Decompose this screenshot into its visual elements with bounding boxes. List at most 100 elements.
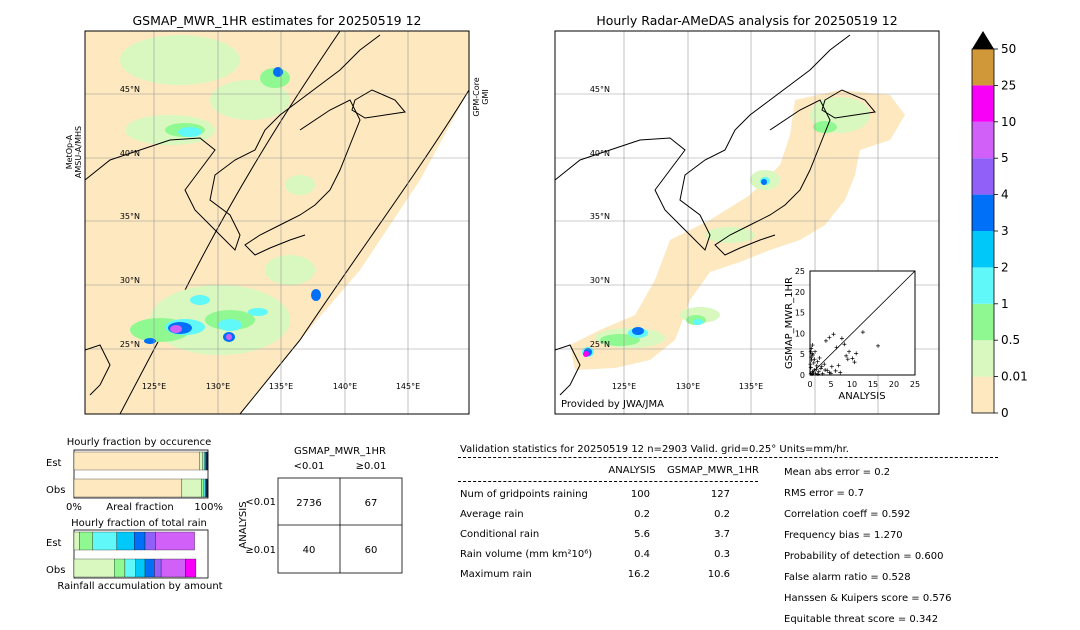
- lat-label: 35°N: [120, 212, 140, 221]
- rain-row-label: Obs: [46, 565, 65, 576]
- occ-row-label: Obs: [46, 485, 65, 496]
- colorbar-extend-arrow: [972, 31, 994, 49]
- validation-gsmap-value: 127: [680, 489, 730, 500]
- rain-fraction-bar-segment: [114, 559, 125, 577]
- contingency-row-header: ≥0.01: [245, 545, 276, 556]
- rain-fraction-bar-segment: [136, 559, 145, 577]
- validation-col-analysis: ANALYSIS: [600, 465, 664, 476]
- lon-label: 145°E: [396, 382, 420, 391]
- lat-label: 30°N: [120, 276, 140, 285]
- scatter-ytick: 10: [795, 329, 805, 338]
- contingency-title: GSMAP_MWR_1HR: [278, 446, 402, 457]
- colorbar-tick-label: 0.5: [1001, 333, 1020, 347]
- score-line: Equitable threat score = 0.342: [784, 609, 1004, 630]
- lon-label: 130°E: [206, 382, 230, 391]
- contingency-cell: 40: [303, 545, 316, 556]
- scatter-xlabel: ANALYSIS: [838, 391, 885, 402]
- scatter-xtick: 5: [828, 380, 833, 389]
- rain-fraction-bar-segment: [74, 559, 114, 577]
- lat-label: 45°N: [590, 85, 610, 94]
- rain-row-label: Est: [46, 538, 62, 549]
- colorbar-segment: [972, 267, 994, 303]
- colorbar-segment: [972, 231, 994, 267]
- rain-fraction-bar-segment: [117, 532, 134, 550]
- colorbar-tick-label: 5: [1001, 151, 1009, 165]
- colorbar-segment: [972, 340, 994, 376]
- rain-xlabel: Rainfall accumulation by amount: [57, 581, 222, 592]
- rain-fraction-bar-segment: [154, 559, 161, 577]
- occ-row-label: Est: [46, 458, 62, 469]
- validation-row-label: Num of gridpoints raining: [460, 489, 588, 500]
- colorbar-tick-label: 10: [1001, 115, 1016, 129]
- validation-row-label: Conditional rain: [460, 529, 539, 540]
- score-line: RMS error = 0.7: [784, 483, 1004, 504]
- scatter-ylabel: GSMAP_MWR_1HR: [784, 277, 795, 369]
- rain-fraction-bar-segment: [156, 532, 195, 550]
- occurrence-bar-segment: [74, 479, 182, 497]
- rain-fraction-chart: Est Obs Rainfall accumulation by amount: [40, 528, 240, 598]
- score-line: Frequency bias = 1.270: [784, 525, 1004, 546]
- occurrence-bar-segment: [201, 479, 204, 497]
- contingency-cell: 60: [365, 545, 378, 556]
- rain-fraction-bar-segment: [93, 532, 117, 550]
- scatter-ytick: 5: [800, 350, 805, 359]
- colorbar-tick-label: 4: [1001, 188, 1009, 202]
- scatter-ytick: 25: [795, 267, 805, 276]
- score-line: Correlation coeff = 0.592: [784, 504, 1004, 525]
- lon-label: 130°E: [676, 382, 700, 391]
- validation-row: Rain volume (mm km²10⁶) 0.4 0.3: [460, 549, 760, 560]
- validation-col-divider: [458, 481, 758, 482]
- contingency-table: 2736 67 40 60 <0.01 ≥0.01 ANALYSIS: [230, 475, 410, 580]
- colorbar-segment: [972, 49, 994, 85]
- validation-analysis-value: 0.2: [600, 509, 650, 520]
- occ-xtick: 100%: [194, 502, 223, 513]
- swath-label-left: AMSU-A/MHS: [74, 126, 83, 178]
- occurrence-bar-segment: [182, 479, 201, 497]
- lon-label: 125°E: [142, 382, 166, 391]
- rain-fraction-bar-segment: [145, 559, 154, 577]
- validation-col-gsmap: GSMAP_MWR_1HR: [664, 465, 762, 476]
- swath-label-right: GPM-Core: [472, 77, 481, 116]
- contingency-cell: 67: [365, 498, 378, 509]
- colorbar-tick-label: 50: [1001, 42, 1016, 56]
- validation-gsmap-value: 10.6: [680, 569, 730, 580]
- lat-label: 35°N: [590, 212, 610, 221]
- validation-gsmap-value: 0.2: [680, 509, 730, 520]
- colorbar-segment: [972, 158, 994, 194]
- score-line: Mean abs error = 0.2: [784, 462, 1004, 483]
- occ-xlabel: Areal fraction: [106, 502, 173, 513]
- lat-label: 25°N: [590, 340, 610, 349]
- validation-row-label: Average rain: [460, 509, 524, 520]
- validation-row-label: Rain volume (mm km²10⁶): [460, 549, 592, 560]
- colorbar-tick-label: 2: [1001, 260, 1009, 274]
- lon-label: 135°E: [269, 382, 293, 391]
- rain-fraction-bar-segment: [145, 532, 156, 550]
- validation-analysis-value: 100: [600, 489, 650, 500]
- lon-label: 140°E: [333, 382, 357, 391]
- scatter-xtick: 25: [910, 380, 920, 389]
- rain-fraction-bar-segment: [134, 532, 145, 550]
- occurrence-bar-segment: [203, 452, 205, 470]
- validation-row: Conditional rain 5.6 3.7: [460, 529, 760, 540]
- swath-label-right: GMI: [481, 89, 490, 104]
- colorbar-tick-label: 0.01: [1001, 370, 1028, 384]
- colorbar-tick-label: 25: [1001, 78, 1016, 92]
- validation-analysis-value: 5.6: [600, 529, 650, 540]
- score-line: Hanssen & Kuipers score = 0.576: [784, 588, 1004, 609]
- occurrence-chart: Est Obs 0% Areal fraction 100%: [40, 448, 240, 518]
- scatter-xtick: 0: [807, 380, 812, 389]
- contingency-col-header: ≥0.01: [340, 461, 402, 472]
- scatter-xtick: 15: [868, 380, 878, 389]
- occurrence-bar-segment: [204, 479, 205, 497]
- lat-label: 40°N: [590, 149, 610, 158]
- validation-gsmap-value: 3.7: [680, 529, 730, 540]
- lat-label: 25°N: [120, 340, 140, 349]
- lon-label: 125°E: [612, 382, 636, 391]
- validation-row: Num of gridpoints raining 100 127: [460, 489, 760, 500]
- colorbar-segment: [972, 304, 994, 340]
- radar-credit: Provided by JWA/JMA: [561, 399, 664, 410]
- lat-label: 40°N: [120, 149, 140, 158]
- occ-xtick: 0%: [66, 502, 82, 513]
- validation-analysis-value: 0.4: [600, 549, 650, 560]
- validation-row: Maximum rain 16.2 10.6: [460, 569, 760, 580]
